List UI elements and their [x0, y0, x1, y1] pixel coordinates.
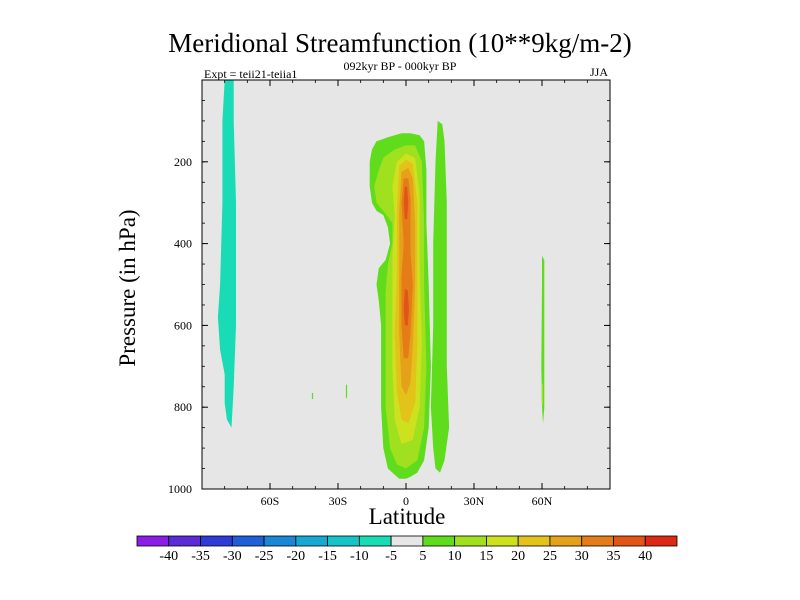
colorbar-swatch [454, 535, 487, 547]
colorbar-label: -35 [191, 549, 210, 564]
y-tick-label: 1000 [168, 482, 192, 496]
colorbar-swatch [644, 535, 678, 547]
y-tick-label: 200 [174, 155, 192, 169]
contour-nh-positive-strip-inner [541, 382, 544, 408]
contour-core-35-lower [403, 288, 409, 326]
colorbar-swatch [263, 535, 297, 547]
colorbar-label: 20 [511, 549, 525, 564]
colorbar-swatch [517, 535, 551, 547]
contour-east-positive-5-b [430, 120, 450, 473]
colorbar-swatch [358, 535, 392, 547]
chart-title: Meridional Streamfunction (10**9kg/m-2) [168, 28, 632, 58]
colorbar-label: -5 [385, 549, 397, 564]
colorbar-label: 25 [543, 549, 557, 564]
colorbar-swatch [168, 535, 201, 547]
experiment-label: Expt = teii21-teiia1 [204, 67, 298, 81]
colorbar-label: -15 [318, 549, 337, 564]
colorbar-label: 30 [575, 549, 589, 564]
colorbar-label: 40 [638, 549, 652, 564]
colorbar-label: -25 [255, 549, 274, 564]
colorbar-swatch [295, 535, 328, 547]
colorbar-label: -40 [159, 549, 178, 564]
x-tick-label: 0 [403, 494, 409, 508]
colorbar-label: 10 [448, 549, 462, 564]
colorbar-label: -30 [223, 549, 242, 564]
colorbar-swatch [613, 535, 646, 547]
colorbar-swatch [486, 535, 519, 547]
y-tick-label: 600 [174, 318, 192, 332]
contour-west-positive-speck-a [345, 384, 348, 399]
y-tick-label: 800 [174, 400, 192, 414]
x-tick-label: 30N [464, 494, 485, 508]
colorbar-swatch [327, 535, 360, 547]
colorbar-label: 15 [479, 549, 493, 564]
contour-nh-positive-strip [541, 255, 545, 424]
colorbar-label: -10 [350, 549, 369, 564]
colorbar-swatch [390, 535, 424, 547]
x-axis-title: Latitude [368, 504, 446, 529]
contour-west-positive-speck-b [311, 392, 314, 399]
colorbar-swatch [422, 535, 456, 547]
colorbar-label: 5 [419, 549, 426, 564]
x-tick-label: 30S [329, 494, 348, 508]
x-tick-label: 60S [261, 494, 280, 508]
colorbar-swatch [136, 535, 170, 547]
colorbar-swatch [549, 535, 583, 547]
contour-core-35-upper [403, 186, 409, 220]
x-tick-label: 60N [532, 494, 553, 508]
y-tick-label: 400 [174, 237, 192, 251]
colorbar-swatch [581, 535, 614, 547]
colorbar-label: 35 [606, 549, 620, 564]
season-label: JJA [589, 65, 608, 79]
colorbar-swatch [200, 535, 233, 547]
chart-subtitle: 092kyr BP - 000kyr BP [343, 59, 457, 73]
contour-west-negative-band [217, 80, 236, 428]
colorbar-label: -20 [286, 549, 305, 564]
colorbar-swatch [231, 535, 265, 547]
